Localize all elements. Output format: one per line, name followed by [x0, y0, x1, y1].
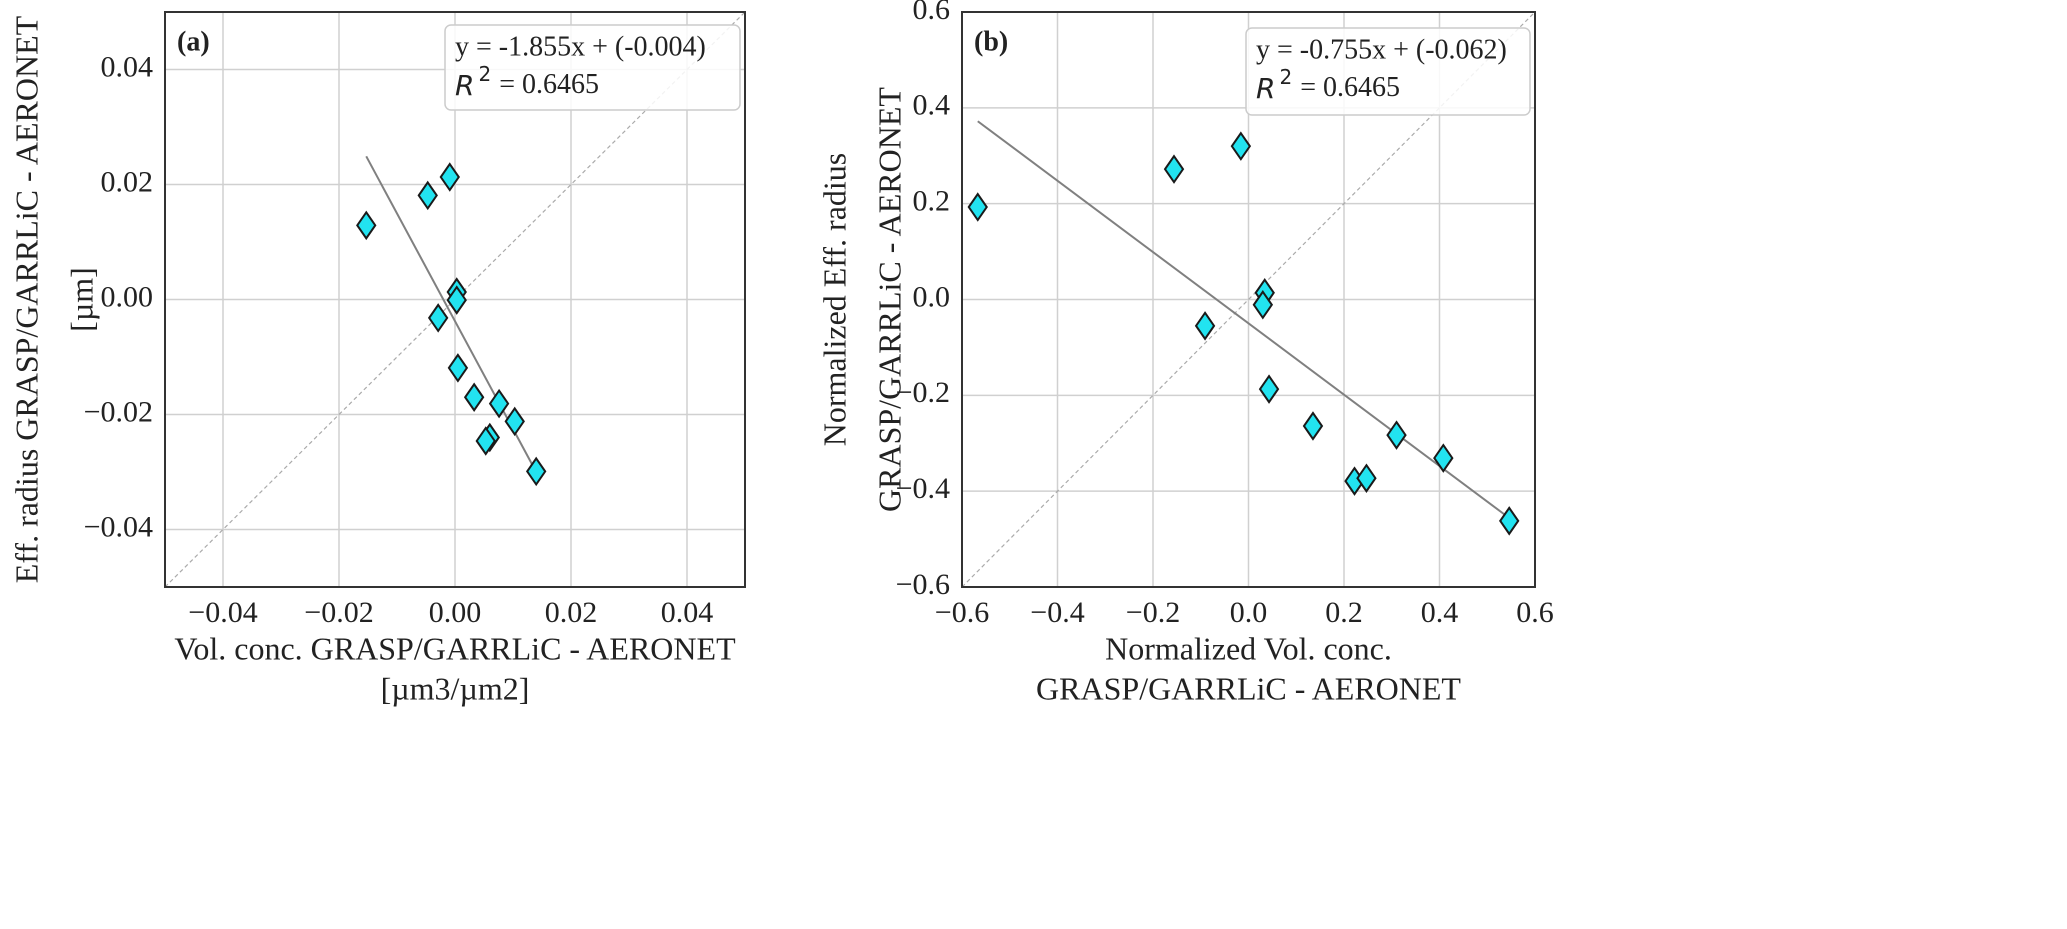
- fit-box: [1245, 27, 1531, 116]
- y-tick-label: −0.02: [84, 395, 153, 428]
- data-point: [967, 192, 988, 222]
- y-tick-label: −0.2: [896, 376, 950, 409]
- data-point: [463, 382, 485, 413]
- x-tick-label: −0.2: [1126, 596, 1180, 629]
- y-axis-label: [µm]: [63, 267, 99, 332]
- data-point: [475, 426, 496, 456]
- data-point: [417, 180, 438, 211]
- r2-symbol: R: [1256, 72, 1275, 105]
- data-point: [488, 388, 510, 419]
- data-point: [1230, 131, 1252, 161]
- y-axis-label: Normalized Eff. radius: [816, 153, 852, 447]
- data-point: [504, 406, 525, 437]
- r2-label: R 2 = 0.6465: [455, 62, 599, 103]
- panel-label: (b): [974, 26, 1008, 57]
- r2-symbol: R: [455, 69, 474, 102]
- y-tick-label: −0.04: [84, 510, 153, 543]
- y-tick-label: 0.0: [913, 280, 951, 313]
- r2-power: 2: [478, 62, 491, 86]
- fit-box: [444, 24, 741, 111]
- y-tick-label: 0.04: [101, 50, 154, 83]
- x-tick-label: 0.6: [1516, 596, 1554, 629]
- data-point: [1252, 290, 1274, 320]
- data-point: [447, 353, 469, 383]
- x-tick-label: −0.4: [1030, 596, 1084, 629]
- identity-line: [961, 11, 1536, 588]
- data-point: [356, 210, 377, 241]
- x-axis-label: Vol. conc. GRASP/GARRLiC - AERONET: [174, 630, 736, 666]
- x-tick-label: 0.2: [1325, 596, 1363, 629]
- y-tick-label: 0.02: [101, 165, 154, 198]
- data-point: [439, 162, 460, 192]
- x-axis-label: GRASP/GARRLiC - AERONET: [1036, 670, 1461, 706]
- x-axis-label: Normalized Vol. conc.: [1105, 630, 1392, 666]
- r2-power: 2: [1279, 65, 1292, 89]
- x-tick-label: −0.6: [935, 596, 989, 629]
- data-point: [1258, 374, 1280, 404]
- y-tick-label: −0.6: [896, 568, 950, 601]
- x-tick-label: 0.00: [429, 596, 482, 629]
- y-tick-label: −0.4: [896, 472, 950, 505]
- y-tick-label: 0.4: [913, 89, 951, 122]
- data-point: [1498, 506, 1520, 536]
- data-point: [525, 456, 547, 487]
- data-point: [1194, 311, 1216, 341]
- y-tick-label: 0.2: [913, 185, 951, 218]
- data-point: [427, 303, 449, 333]
- fit-equation: y = -0.755x + (-0.062): [1256, 34, 1507, 65]
- x-tick-label: 0.04: [661, 596, 714, 629]
- r2-label: R 2 = 0.6465: [1256, 65, 1400, 106]
- plot-frame: [961, 11, 1536, 588]
- x-tick-label: 0.0: [1230, 596, 1268, 629]
- fit-line: [977, 120, 1510, 519]
- x-tick-label: 0.4: [1421, 596, 1459, 629]
- fit-equation: y = -1.855x + (-0.004): [455, 31, 706, 62]
- data-point: [1163, 154, 1185, 184]
- y-tick-label: 0.6: [913, 0, 951, 26]
- data-point: [1433, 443, 1454, 473]
- r2-value: = 0.6465: [1300, 72, 1400, 103]
- y-tick-label: 0.00: [101, 280, 154, 313]
- data-point: [1302, 411, 1324, 441]
- x-tick-label: −0.04: [188, 596, 257, 629]
- plot-frame: [164, 11, 746, 588]
- y-axis-label: GRASP/GARRLiC - AERONET: [871, 87, 907, 512]
- data-point: [446, 285, 467, 315]
- x-tick-label: 0.02: [545, 596, 598, 629]
- x-axis-label: [µm3/µm2]: [381, 670, 530, 706]
- panel-label: (a): [177, 26, 210, 57]
- y-axis-label: Eff. radius GRASP/GARRLiC - AERONET: [8, 15, 44, 583]
- r2-value: = 0.6465: [499, 69, 599, 100]
- data-point: [1356, 463, 1377, 493]
- x-tick-label: −0.02: [304, 596, 373, 629]
- data-point: [1386, 420, 1407, 450]
